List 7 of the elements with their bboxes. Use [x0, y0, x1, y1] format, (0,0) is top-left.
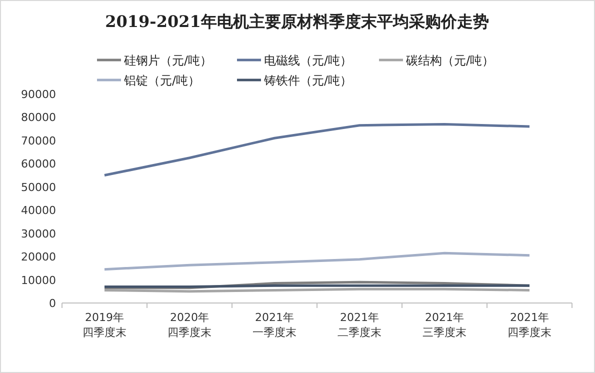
x-tick-label: 2021年四季度末: [508, 311, 552, 339]
x-tick-label: 2021年三季度末: [422, 311, 466, 339]
x-tick-label: 2021年一季度末: [252, 311, 296, 339]
x-tick-label: 2020年四季度末: [168, 311, 212, 339]
chart-title: 2019-2021年电机主要原材料季度末平均采购价走势: [105, 12, 489, 31]
x-tick-label: 2021年二季度末: [338, 311, 382, 339]
x-tick-label: 2019年四季度末: [82, 311, 126, 339]
